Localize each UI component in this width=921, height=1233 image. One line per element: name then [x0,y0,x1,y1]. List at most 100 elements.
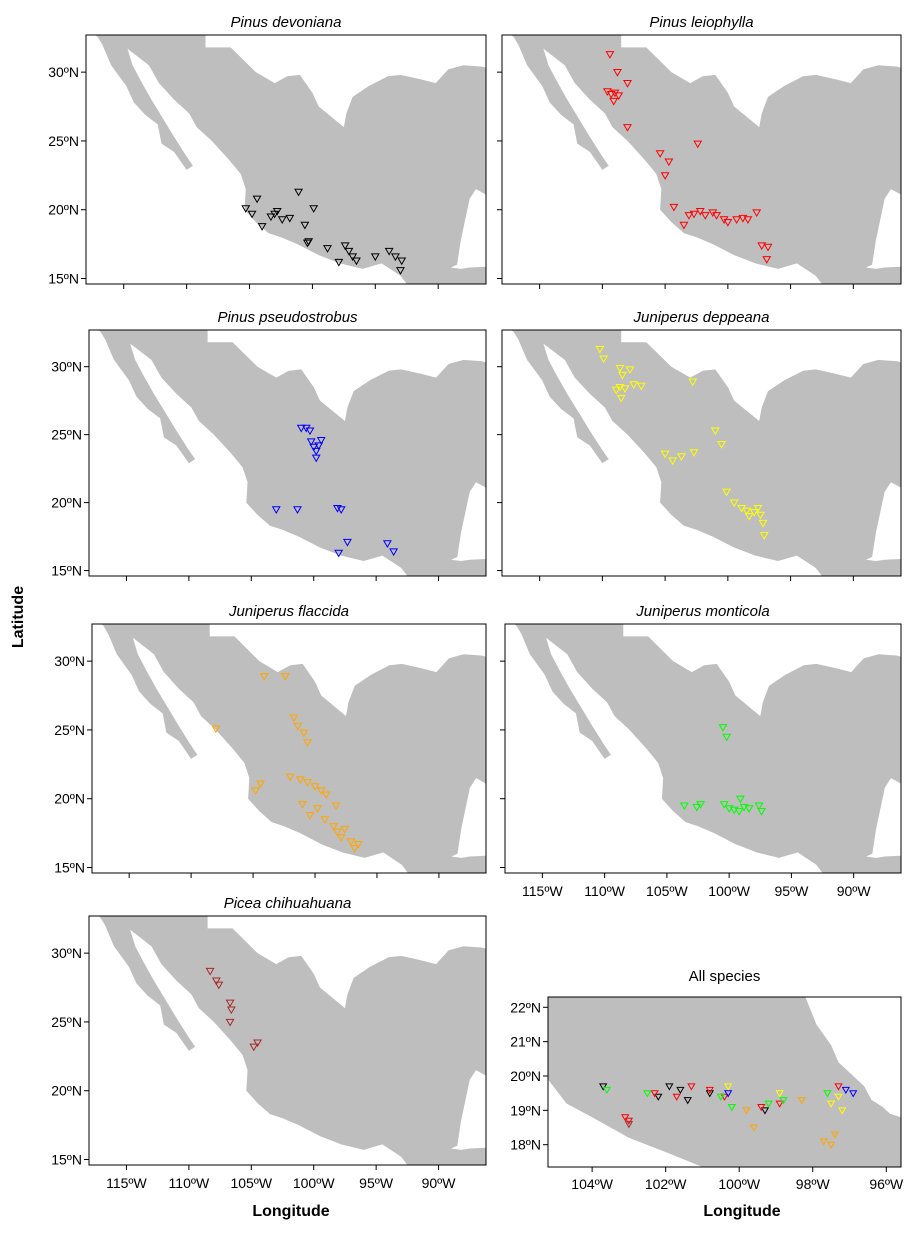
occurrence-marker [251,787,261,796]
occurrence-marker [605,51,615,59]
panel-title: Juniperus flaccida [228,603,349,620]
lon-tick-label: 115ºW [522,883,563,899]
lon-tick-label: 115ºW [106,1175,147,1191]
occurrence-marker [303,779,313,787]
occurrence-marker [306,438,316,447]
occurrence-marker [729,806,739,815]
occurrence-marker [311,447,321,456]
occurrence-marker [309,443,319,452]
occurrence-marker [757,1104,766,1112]
occurrence-marker [332,504,342,513]
panel-frame [88,915,487,1166]
occurrence-marker [320,816,330,824]
occurrence-marker [729,499,739,508]
occurrence-marker [676,453,686,461]
occurrence-marker [296,424,306,433]
occurrence-marker [332,828,342,837]
occurrence-marker [214,981,224,990]
occurrence-marker [823,1090,832,1098]
lat-tick-label: 15ºN [51,563,82,579]
occurrence-marker [689,449,699,457]
occurrence-marker [760,1107,770,1115]
map-panel-1: Pinus leiophylla [497,14,902,289]
occurrence-marker [293,722,303,731]
occurrence-marker [340,825,350,834]
lon-tick-label: 105ºW [646,883,688,899]
panel-frame [504,623,902,874]
map-area [89,330,486,576]
panel-frame [501,329,902,577]
lat-tick-label: 15ºN [51,1151,82,1167]
lon-tick-label: 96ºW [869,1176,904,1192]
occurrence-marker [749,1124,759,1132]
occurrence-marker [336,834,346,842]
panel-title: All species [689,968,761,985]
occurrence-marker [826,1100,836,1108]
occurrence-marker [676,1086,685,1095]
occurrence-marker [351,257,361,266]
occurrence-marker [311,454,321,463]
occurrence-marker [298,801,308,809]
occurrence-marker [629,381,639,389]
occurrence-marker [303,739,313,747]
map-area [92,624,486,873]
panel-title: Picea chihuahuana [224,895,352,912]
occurrence-marker [294,188,304,197]
lat-tick-label: 25ºN [54,722,85,738]
lat-tick-label: 30ºN [51,945,82,961]
lat-tick-label: 15ºN [54,859,85,875]
occurrence-marker [739,803,749,812]
occurrence-marker [757,242,767,251]
occurrence-marker [756,511,765,520]
occurrence-marker [735,795,745,804]
occurrence-marker [370,253,380,262]
x-axis-title-right: Longitude [703,1203,780,1220]
occurrence-marker [293,506,302,514]
lat-tick-label: 25ºN [51,1014,82,1030]
occurrence-marker [256,780,265,789]
occurrence-marker [724,1090,733,1098]
occurrence-marker [742,507,752,516]
occurrence-marker [669,203,679,212]
occurrence-marker [743,216,753,224]
occurrence-marker [665,1083,674,1091]
occurrence-marker [342,538,352,547]
occurrence-marker [257,223,267,231]
occurrence-marker [834,1083,843,1091]
occurrence-marker [609,97,619,106]
occurrence-marker [344,247,354,256]
map-area [505,624,901,873]
occurrence-marker [620,385,630,394]
occurrence-marker [712,212,722,220]
occurrence-marker [300,221,310,230]
occurrence-marker [724,805,734,813]
panel-title: Juniperus deppeana [633,309,770,326]
lat-tick-label: 30ºN [51,359,82,375]
occurrence-marker [797,1097,806,1105]
occurrence-marker [636,382,646,391]
panel-title: Juniperus monticola [635,603,769,620]
occurrence-marker [241,205,251,213]
lon-tick-label: 110ºW [584,883,625,899]
occurrence-marker [684,212,694,220]
lon-tick-label: 98ºW [796,1176,831,1192]
map-panel-0: Pinus devoniana 30ºN 25ºN 20ºN 15ºN [48,14,487,289]
occurrence-marker [722,733,732,742]
map-area [89,916,486,1165]
occurrence-marker [759,532,769,540]
panel-frame [88,329,487,577]
occurrence-marker [348,253,358,262]
occurrence-marker [225,1018,235,1027]
occurrence-marker [336,506,346,514]
occurrence-marker [758,519,768,528]
occurrence-marker [271,506,281,514]
occurrence-marker [205,967,215,976]
occurrence-marker [614,92,624,101]
occurrence-marker [321,791,331,800]
occurrence-marker [624,1117,634,1125]
panel-title: Pinus pseudostrobus [217,309,358,326]
occurrence-marker [252,195,262,204]
occurrence-marker [752,209,762,218]
lat-tick-label: 20ºN [51,495,82,511]
occurrence-marker [295,776,305,785]
